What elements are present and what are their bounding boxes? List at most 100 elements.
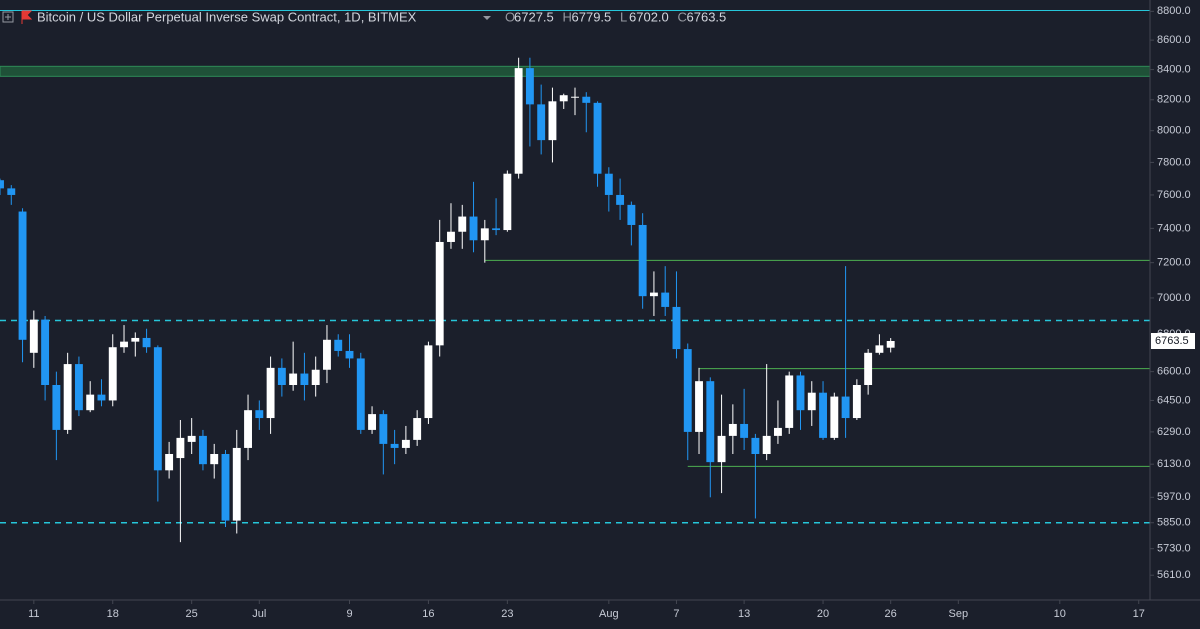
candle-body <box>740 423 749 438</box>
candle-body <box>661 292 670 307</box>
candle-body <box>683 349 692 432</box>
candle-body <box>63 364 72 430</box>
candle-body <box>334 339 343 351</box>
y-tick-label: 8800.0 <box>1157 5 1191 17</box>
candle-body <box>706 381 715 463</box>
candle-body <box>244 410 252 448</box>
candle-body <box>187 435 196 442</box>
x-tick-label: 10 <box>1054 608 1066 620</box>
candle-body <box>311 369 320 386</box>
x-tick-label: 17 <box>1133 608 1145 620</box>
candle-body <box>7 188 16 195</box>
icon-box <box>2 11 14 23</box>
ohlc-value: 6702.0 <box>629 9 669 24</box>
candle-body <box>514 68 523 174</box>
ohlc-key: O <box>505 9 515 24</box>
x-tick-label: 23 <box>501 608 513 620</box>
candle-body <box>458 216 467 232</box>
candle-body <box>728 423 737 436</box>
candle-body <box>198 435 207 465</box>
ohlc-key: L <box>620 9 627 24</box>
candle-body <box>232 447 241 521</box>
candle-body <box>345 350 354 359</box>
candle-body <box>785 375 794 428</box>
x-tick-label: 26 <box>885 608 897 620</box>
candle-body <box>0 180 4 189</box>
candle-body <box>323 339 331 370</box>
candle-body <box>356 358 365 430</box>
candle-body <box>447 231 455 242</box>
y-tick-label: 7400.0 <box>1157 222 1191 234</box>
candle-body <box>841 396 850 419</box>
x-tick-label: Jul <box>252 608 266 620</box>
candle-body <box>142 337 151 348</box>
y-tick-label: 7600.0 <box>1157 189 1191 201</box>
ohlc-value: 6763.5 <box>687 9 727 24</box>
y-tick-label: 5730.0 <box>1157 543 1191 555</box>
y-tick-label: 8000.0 <box>1157 125 1191 137</box>
candle-body <box>97 394 106 401</box>
candle-body <box>74 364 83 411</box>
y-tick-label: 6290.0 <box>1157 426 1191 438</box>
candle-body <box>41 319 50 386</box>
candle-body <box>593 102 602 174</box>
dropdown-caret[interactable] <box>483 16 491 20</box>
x-tick-label: 11 <box>28 608 39 620</box>
candle-body <box>390 443 399 448</box>
y-tick-label: 5610.0 <box>1157 569 1191 581</box>
candle-body <box>852 385 861 419</box>
candle-body <box>864 352 873 386</box>
candle-body <box>255 410 264 419</box>
candle-body <box>762 435 771 454</box>
candle-body <box>435 241 444 346</box>
y-tick-label: 5970.0 <box>1157 491 1191 503</box>
candle-body <box>807 392 816 411</box>
y-tick-label: 6450.0 <box>1157 394 1191 406</box>
flag-icon <box>21 10 33 24</box>
candle-body <box>571 96 579 98</box>
x-tick-label: Sep <box>949 608 969 620</box>
candle-body <box>120 341 128 348</box>
candle-body <box>751 437 760 454</box>
y-tick-label: 7800.0 <box>1157 156 1191 168</box>
candle-body <box>819 392 827 438</box>
candle-body <box>604 173 613 195</box>
candle-body <box>638 224 647 297</box>
x-tick-label: 7 <box>673 608 679 620</box>
candle-body <box>424 345 433 419</box>
x-tick-label: 13 <box>738 608 750 620</box>
candle-body <box>289 373 298 386</box>
candle-body <box>221 453 230 521</box>
candle-body <box>503 173 512 231</box>
candle-body <box>649 292 658 297</box>
candle-body <box>525 68 534 105</box>
candle-body <box>379 414 388 444</box>
candle-body <box>86 394 95 411</box>
candle-body <box>480 228 489 241</box>
candle-body <box>277 367 286 386</box>
y-tick-label: 7000.0 <box>1157 292 1191 304</box>
candle-body <box>266 367 275 419</box>
candle-body <box>368 414 377 430</box>
y-tick-label: 7200.0 <box>1157 257 1191 269</box>
candle-body <box>582 96 591 103</box>
candle-body <box>18 211 27 340</box>
candle-body <box>108 347 117 401</box>
x-tick-label: 18 <box>107 608 119 620</box>
x-tick-label: 20 <box>817 608 829 620</box>
plot-area <box>0 9 1151 543</box>
candle-body <box>537 104 546 141</box>
y-tick-label: 8600.0 <box>1157 34 1191 46</box>
candle-body <box>796 375 805 411</box>
candle-body <box>413 418 422 440</box>
x-tick-label: 25 <box>186 608 198 620</box>
candle-body <box>176 437 185 459</box>
candle-body <box>401 439 410 448</box>
candle-body <box>548 101 557 141</box>
candle-body <box>672 306 681 350</box>
ohlc-value: 6779.5 <box>572 9 612 24</box>
candle-body <box>153 347 162 471</box>
candle-body <box>695 381 703 432</box>
chart-title: Bitcoin / US Dollar Perpetual Inverse Sw… <box>37 9 417 24</box>
